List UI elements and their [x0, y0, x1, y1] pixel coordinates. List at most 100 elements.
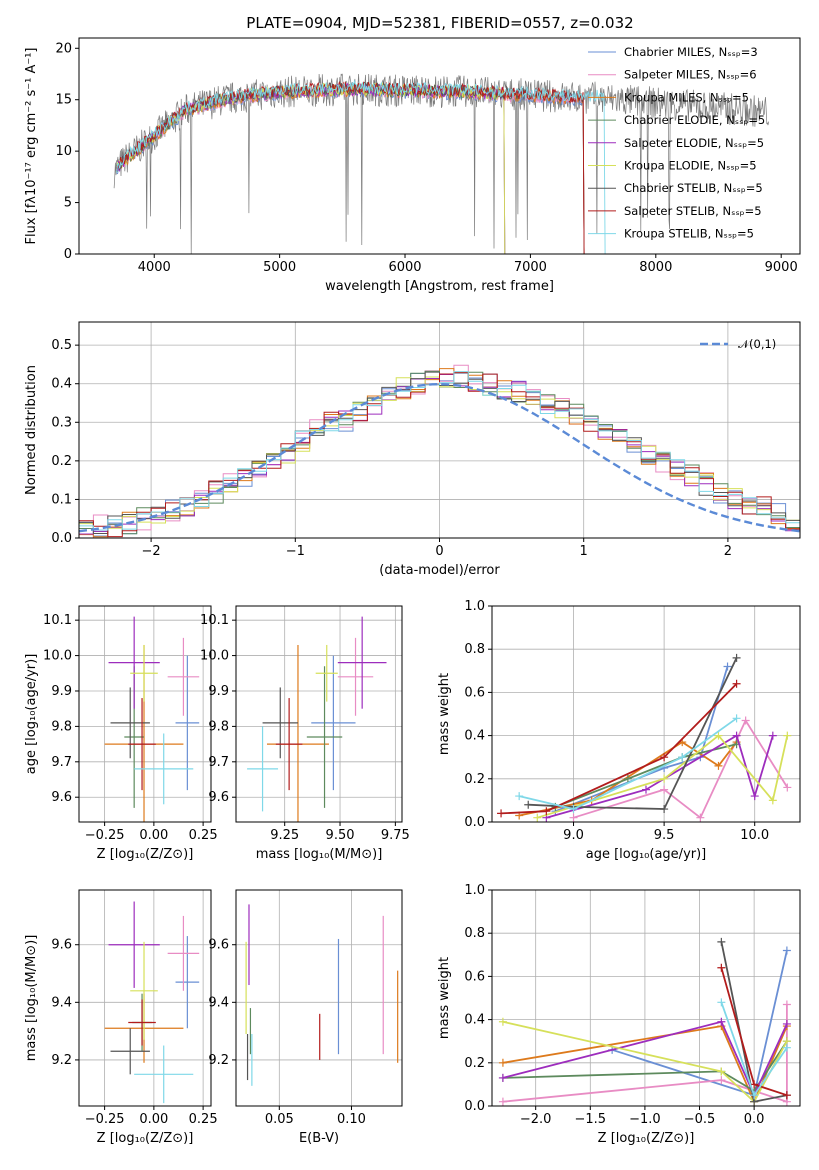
- mass-weight-marker: [783, 731, 792, 740]
- weight-age-ytick-label: 0.0: [464, 815, 485, 830]
- mass-ebv-xtick-label: 0.05: [265, 1112, 294, 1127]
- mass-weight-line: [501, 683, 738, 815]
- mass-weight-marker: [717, 998, 726, 1007]
- spectrum-xtick-label: 4000: [138, 260, 171, 275]
- weight-metallicity-ylabel: mass weight: [437, 957, 452, 1039]
- normal-distribution-curve: [78, 382, 801, 533]
- mass-weight-marker: [515, 792, 524, 801]
- model-spectrum-line: [116, 79, 606, 254]
- mass-weight-marker: [782, 946, 791, 955]
- mass-weight-marker: [533, 813, 542, 822]
- age-metallicity-xtick-label: −0.25: [85, 828, 125, 843]
- mass-weight-marker: [542, 807, 551, 816]
- age-metallicity-xtick-label: 0.25: [189, 828, 218, 843]
- mass-weight-marker: [569, 805, 578, 814]
- mass-metallicity-axes-frame: [78, 889, 212, 1107]
- mass-metallicity-xtick-label: −0.25: [85, 1112, 125, 1127]
- spectrum-ytick-label: 10: [55, 144, 72, 159]
- weight-age-ytick-label: 0.6: [464, 685, 485, 700]
- spectrum-ytick-label: 15: [55, 93, 72, 108]
- mass-weight-marker: [678, 753, 687, 762]
- mass-weight-marker: [717, 1017, 726, 1026]
- model-spectrum-line: [116, 82, 506, 254]
- weight-age-xtick-label: 9.0: [563, 828, 584, 843]
- weight-age-xtick-label: 10.0: [740, 828, 769, 843]
- weight-age-xtick-label: 9.5: [654, 828, 675, 843]
- mass-weight-line: [502, 1020, 788, 1098]
- mass-weight-marker: [717, 963, 726, 972]
- age-mass-ytick-label: 9.9: [208, 684, 229, 699]
- mass-weight-line: [518, 717, 738, 810]
- residuals-xtick-label: −2: [142, 544, 161, 559]
- weight-age-ytick-label: 0.2: [464, 772, 485, 787]
- mass-weight-marker: [717, 1067, 726, 1076]
- weight-metallicity-xtick-label: −1.0: [629, 1112, 661, 1127]
- mass-ebv-ytick-label: 9.4: [208, 995, 229, 1010]
- mass-weight-marker: [569, 813, 578, 822]
- spectrum-xtick-label: 6000: [388, 260, 421, 275]
- mass-weight-marker: [498, 1017, 507, 1026]
- weight-metallicity-ytick-label: 1.0: [464, 883, 485, 898]
- age-mass-ytick-label: 9.8: [208, 719, 229, 734]
- mass-weight-marker: [741, 716, 750, 725]
- mass-weight-marker: [717, 1076, 726, 1085]
- age-metallicity-ylabel: age [log₁₀(age/yr)]: [24, 654, 39, 775]
- age-mass-axes-frame: [235, 605, 403, 823]
- mass-weight-marker: [732, 731, 741, 740]
- mass-ebv-ytick-label: 9.6: [208, 938, 229, 953]
- residuals-xlabel: (data-model)/error: [379, 563, 500, 578]
- mass-weight-line: [502, 1040, 788, 1093]
- mass-weight-marker: [498, 1073, 507, 1082]
- weight-age-ytick-label: 0.4: [464, 729, 485, 744]
- mass-weight-marker: [696, 813, 705, 822]
- mass-metallicity-xtick-label: 0.00: [139, 1112, 168, 1127]
- legend-entry: Chabrier MILES, Nₛₛₚ=3: [624, 45, 758, 59]
- model-spectrum-line: [116, 82, 506, 254]
- mass-ebv-ytick-label: 9.2: [208, 1053, 229, 1068]
- weight-metallicity-xtick-label: 0.0: [744, 1112, 765, 1127]
- mass-ebv-axes-frame: [235, 889, 403, 1107]
- age-mass-ytick-label: 9.7: [208, 755, 229, 770]
- residuals-ytick-label: 0.3: [51, 415, 72, 430]
- residual-histogram: [79, 371, 800, 531]
- spectrum-xtick-label: 7000: [514, 260, 547, 275]
- residuals-xtick-label: −1: [286, 544, 305, 559]
- mass-metallicity-ytick-label: 9.6: [51, 938, 72, 953]
- age-mass-xtick-label: 9.25: [270, 828, 299, 843]
- mass-weight-marker: [768, 796, 777, 805]
- weight-metallicity-ytick-label: 0.6: [464, 969, 485, 984]
- spectrum-title: PLATE=0904, MJD=52381, FIBERID=0557, z=0…: [246, 14, 633, 32]
- mass-weight-marker: [524, 800, 533, 809]
- residuals-ytick-label: 0.1: [51, 492, 72, 507]
- spectrum-ytick-label: 5: [64, 196, 72, 211]
- weight-age-ytick-label: 0.8: [464, 642, 485, 657]
- age-mass-xtick-label: 9.50: [326, 828, 355, 843]
- mass-weight-marker: [498, 1097, 507, 1106]
- age-metallicity-ytick-label: 9.7: [51, 755, 72, 770]
- residuals-xtick-label: 1: [580, 544, 588, 559]
- spectrum-ylabel: Flux [fλ10⁻¹⁷ erg cm⁻² s⁻¹ A⁻¹]: [24, 48, 39, 245]
- mass-weight-marker: [768, 731, 777, 740]
- mass-weight-marker: [660, 805, 669, 814]
- legend-entry: Kroupa STELIB, Nₛₛₚ=5: [624, 227, 754, 241]
- residuals-ytick-label: 0.2: [51, 454, 72, 469]
- mass-weight-marker: [660, 774, 669, 783]
- mass-metallicity-ytick-label: 9.4: [51, 995, 72, 1010]
- mass-weight-marker: [497, 809, 506, 818]
- weight-age-ylabel: mass weight: [437, 673, 452, 755]
- age-metallicity-ytick-label: 10.1: [43, 613, 72, 628]
- legend-entry: 𝒩(0,1): [738, 337, 776, 351]
- mass-weight-line: [555, 666, 729, 813]
- weight-metallicity-xtick-label: −0.5: [684, 1112, 716, 1127]
- mass-metallicity-xtick-label: 0.25: [189, 1112, 218, 1127]
- legend-entry: Salpeter STELIB, Nₛₛₚ=5: [624, 204, 762, 218]
- age-metallicity-xlabel: Z [log₁₀(Z/Z⊙)]: [97, 847, 194, 862]
- mass-weight-marker: [714, 731, 723, 740]
- mass-weight-marker: [660, 785, 669, 794]
- legend-entry: Salpeter ELODIE, Nₛₛₚ=5: [624, 136, 764, 150]
- observed-spectrum-line: [113, 73, 770, 254]
- spectrum-ytick-label: 0: [64, 247, 72, 262]
- weight-metallicity-xtick-label: −1.5: [575, 1112, 607, 1127]
- mass-ebv-xtick-label: 0.10: [337, 1112, 366, 1127]
